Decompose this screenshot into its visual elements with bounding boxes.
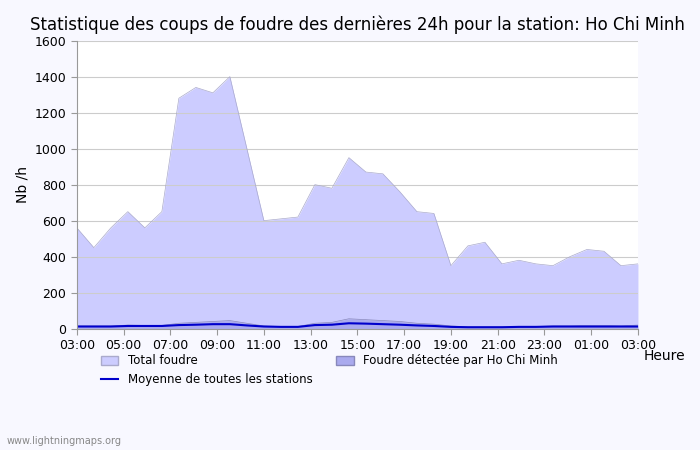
Title: Statistique des coups de foudre des dernières 24h pour la station: Ho Chi Minh: Statistique des coups de foudre des dern… [30,15,685,33]
Text: www.lightningmaps.org: www.lightningmaps.org [7,436,122,446]
Y-axis label: Nb /h: Nb /h [15,166,29,203]
Legend: Total foudre, Moyenne de toutes les stations, Foudre détectée par Ho Chi Minh: Total foudre, Moyenne de toutes les stat… [101,354,558,386]
Text: Heure: Heure [643,349,685,363]
